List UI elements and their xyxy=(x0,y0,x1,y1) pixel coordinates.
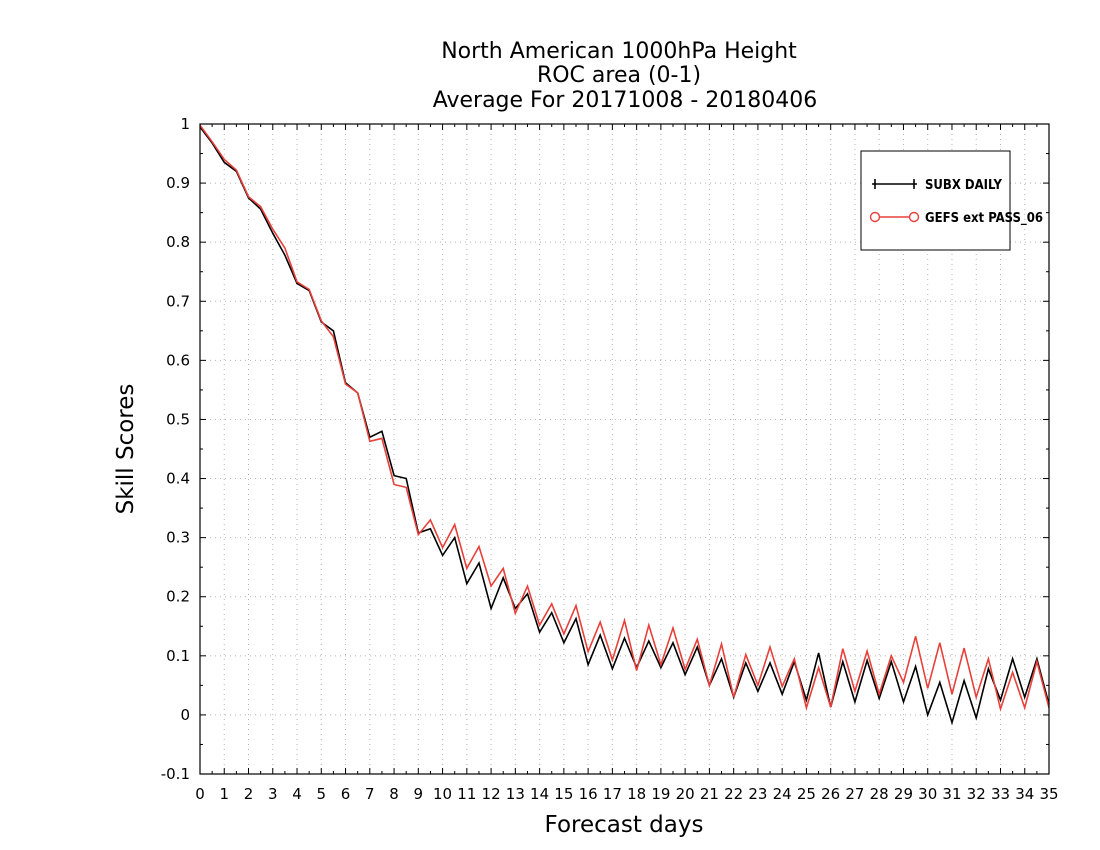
x-tick-label: 30 xyxy=(918,785,937,803)
x-tick-label: 1 xyxy=(219,785,229,803)
x-tick-label: 19 xyxy=(651,785,670,803)
y-tick-label: -0.1 xyxy=(161,765,190,783)
axis-ticks: 0 1 2 3 4 5 6 7 8 9 10 11 12 13 14 15 16 17 18 19 20 21 22 23 24… xyxy=(161,115,1059,803)
y-tick-label: 0.2 xyxy=(166,588,190,606)
chart-title: North American 1000hPa Height ROC area (… xyxy=(433,39,818,113)
legend-marker-circle xyxy=(869,211,881,223)
x-tick-label: 3 xyxy=(268,785,278,803)
x-tick-label: 34 xyxy=(1015,785,1034,803)
x-tick-label: 15 xyxy=(554,785,573,803)
y-tick-label: 0.3 xyxy=(166,529,190,547)
series-lines xyxy=(199,124,1050,726)
x-tick-label: 2 xyxy=(244,785,254,803)
x-tick-label: 10 xyxy=(433,785,452,803)
plot-frame xyxy=(199,123,1050,775)
x-tick-label: 4 xyxy=(292,785,302,803)
x-tick-label: 20 xyxy=(676,785,695,803)
legend-box xyxy=(860,150,1011,251)
y-tick-label: 0.1 xyxy=(166,647,190,665)
x-tick-label: 14 xyxy=(530,785,549,803)
x-tick-label: 31 xyxy=(942,785,961,803)
x-tick-label: 0 xyxy=(195,785,205,803)
y-tick-label: 0.6 xyxy=(166,351,190,369)
x-tick-label: 26 xyxy=(821,785,840,803)
legend-label-1: GEFS ext PASS_06 xyxy=(925,211,1043,226)
x-tick-label: 9 xyxy=(414,785,424,803)
y-tick-label: 0 xyxy=(180,706,190,724)
x-tick-label: 17 xyxy=(603,785,622,803)
title-line-1: North American 1000hPa Height xyxy=(441,39,797,64)
y-tick-label: 0.4 xyxy=(166,470,190,488)
series-line-1 xyxy=(199,124,1050,712)
legend-label-0: SUBX DAILY xyxy=(925,178,1002,193)
x-tick-label: 29 xyxy=(894,785,913,803)
x-tick-label: 13 xyxy=(506,785,525,803)
x-tick-label: 33 xyxy=(991,785,1010,803)
x-axis-label: Forecast days xyxy=(545,812,704,838)
y-tick-label: 1 xyxy=(180,115,190,133)
x-tick-label: 11 xyxy=(457,785,476,803)
x-tick-label: 24 xyxy=(773,785,792,803)
x-tick-label: 25 xyxy=(797,785,816,803)
x-tick-label: 7 xyxy=(365,785,375,803)
legend: SUBX DAILY GEFS ext PASS_06 xyxy=(860,150,1043,251)
x-tick-label: 32 xyxy=(967,785,986,803)
y-tick-label: 0.9 xyxy=(166,174,190,192)
y-tick-label: 0.8 xyxy=(166,233,190,251)
legend-marker-circle xyxy=(908,211,920,223)
grid xyxy=(200,124,1049,774)
x-tick-label: 6 xyxy=(341,785,351,803)
x-tick-label: 22 xyxy=(724,785,743,803)
x-tick-label: 16 xyxy=(579,785,598,803)
x-tick-label: 28 xyxy=(870,785,889,803)
x-tick-label: 12 xyxy=(482,785,501,803)
x-tick-label: 21 xyxy=(700,785,719,803)
x-tick-label: 27 xyxy=(845,785,864,803)
x-tick-label: 35 xyxy=(1039,785,1058,803)
x-tick-label: 8 xyxy=(389,785,399,803)
title-line-3: Average For 20171008 - 20180406 xyxy=(433,88,818,113)
x-tick-label: 5 xyxy=(317,785,327,803)
x-tick-label: 18 xyxy=(627,785,646,803)
y-tick-label: 0.7 xyxy=(166,292,190,310)
x-tick-label: 23 xyxy=(748,785,767,803)
title-line-2: ROC area (0-1) xyxy=(537,63,701,88)
y-tick-label: 0.5 xyxy=(166,410,190,428)
y-axis-label: Skill Scores xyxy=(113,384,139,515)
